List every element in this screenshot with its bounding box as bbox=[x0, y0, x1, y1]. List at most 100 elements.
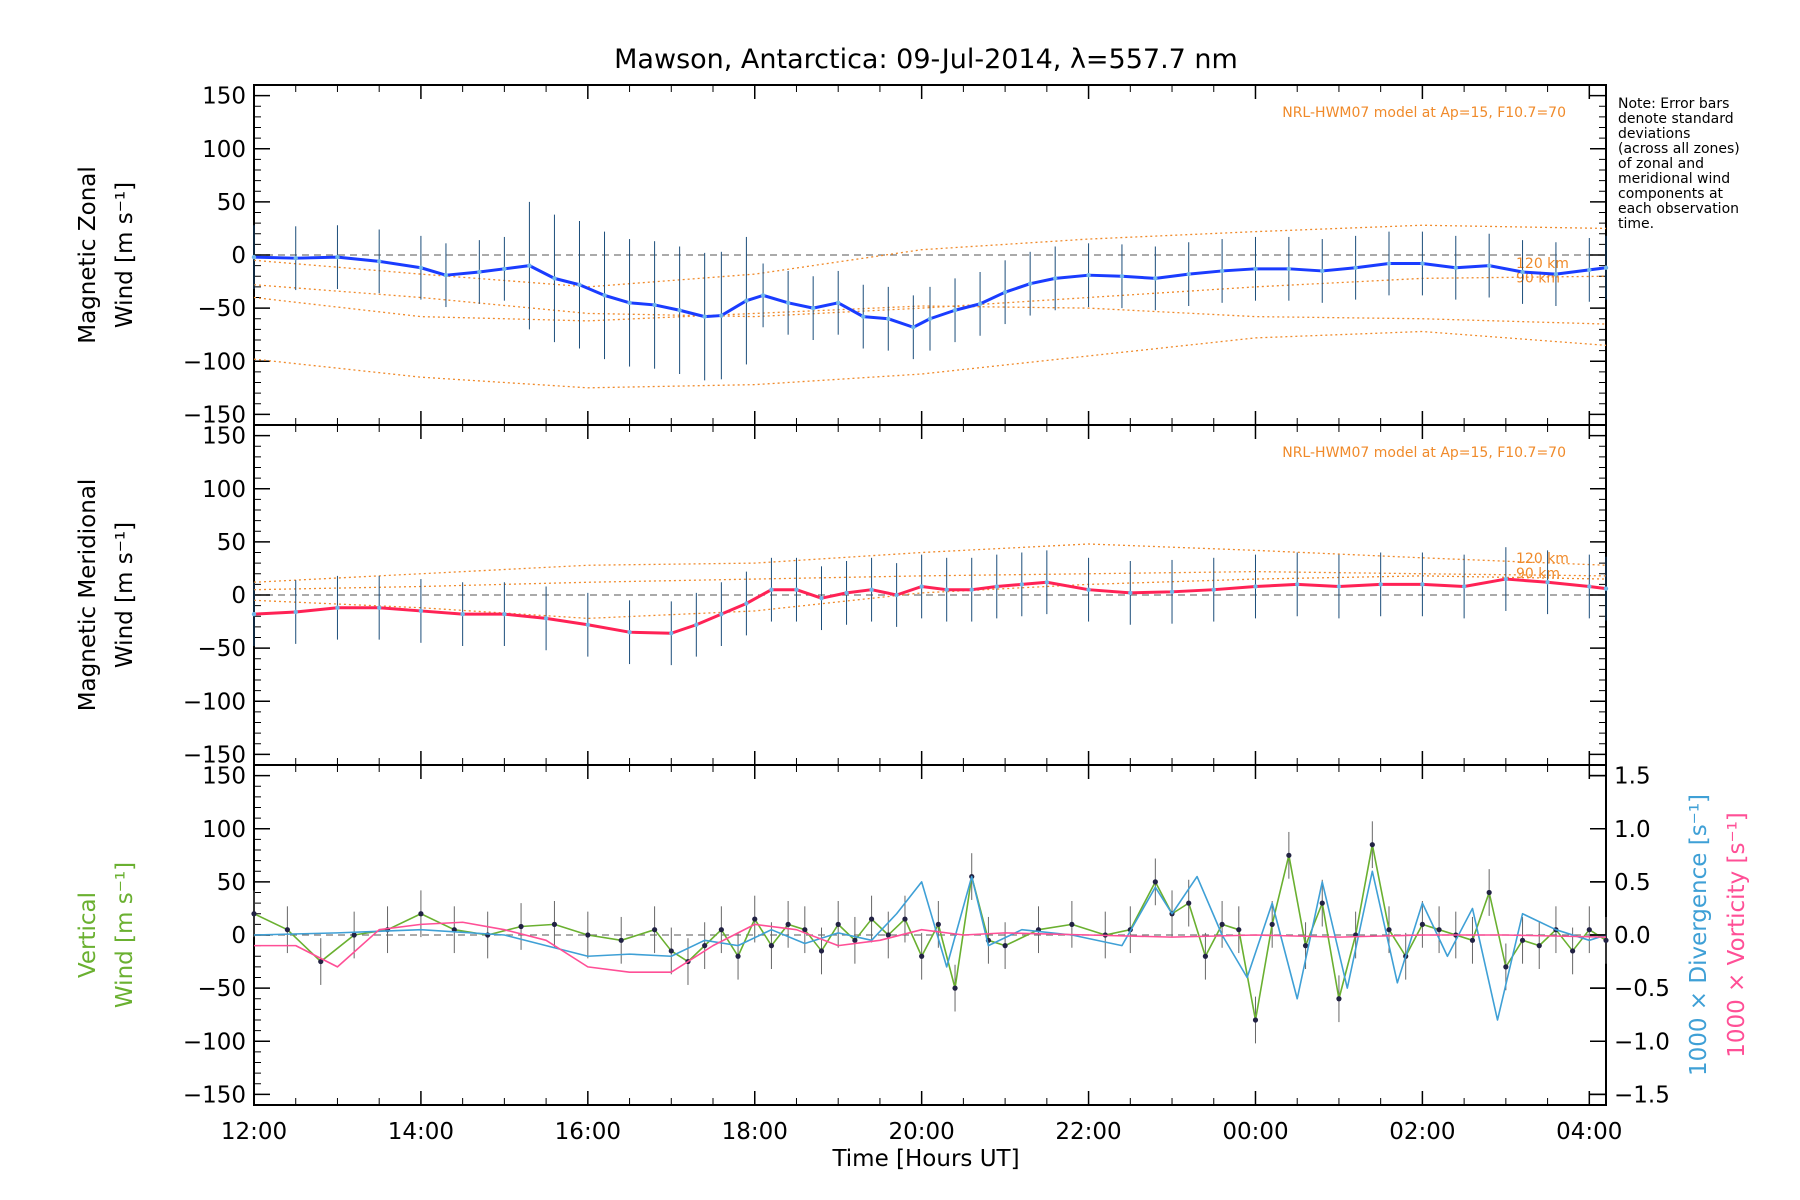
y-tick-label: 0 bbox=[231, 583, 246, 609]
data-point bbox=[1570, 948, 1576, 954]
data-point bbox=[1027, 281, 1033, 286]
data-point bbox=[1052, 276, 1058, 281]
chart-title: Mawson, Antarctica: 09-Jul-2014, λ=557.7… bbox=[614, 44, 1238, 75]
data-point bbox=[769, 587, 774, 592]
data-point bbox=[1186, 271, 1191, 277]
y-axis-label: Magnetic Meridional bbox=[75, 479, 101, 712]
data-point bbox=[694, 622, 699, 627]
data-point bbox=[652, 302, 657, 308]
data-point bbox=[1536, 943, 1542, 949]
series-line bbox=[253, 255, 1607, 329]
data-point bbox=[1486, 263, 1492, 268]
note-line: time. bbox=[1618, 216, 1654, 232]
data-point bbox=[852, 937, 858, 943]
data-point bbox=[1420, 261, 1425, 266]
error-bar-note: Note: Error bars denote standard deviati… bbox=[1618, 96, 1740, 232]
series-meridional-wind bbox=[251, 547, 1609, 666]
data-point bbox=[1436, 927, 1442, 933]
data-point bbox=[902, 916, 908, 922]
data-point bbox=[919, 584, 924, 589]
data-point bbox=[819, 595, 824, 601]
x-tick-label: 12:00 bbox=[221, 1119, 287, 1145]
panel-meridional: 150 100 50 0 −50 −100 −150 NRL-HWM07 model at A… bbox=[75, 424, 1609, 768]
data-point bbox=[618, 937, 624, 943]
y2-tick-label: −0.5 bbox=[1614, 976, 1670, 1002]
y2-tick-label: 0.5 bbox=[1614, 870, 1651, 896]
y-tick-label: −50 bbox=[197, 976, 246, 1002]
x-tick-label: 04:00 bbox=[1556, 1119, 1622, 1145]
data-point bbox=[1603, 265, 1609, 270]
data-point bbox=[1086, 272, 1091, 278]
data-point bbox=[744, 298, 749, 303]
data-point bbox=[752, 916, 758, 922]
data-point bbox=[1587, 584, 1592, 589]
data-point bbox=[1002, 289, 1008, 295]
data-point bbox=[1044, 580, 1050, 585]
y-tick-label: 150 bbox=[202, 764, 246, 790]
data-point bbox=[502, 266, 507, 272]
data-point bbox=[1486, 889, 1492, 896]
data-point bbox=[702, 943, 708, 949]
data-point bbox=[1420, 582, 1425, 587]
x-tick-label: 20:00 bbox=[889, 1119, 955, 1145]
data-point bbox=[1378, 582, 1383, 587]
data-point bbox=[293, 609, 298, 615]
data-point bbox=[1503, 576, 1509, 582]
model-curve bbox=[253, 275, 1607, 318]
y-tick-label: −150 bbox=[183, 402, 246, 428]
data-point bbox=[668, 948, 674, 954]
data-point bbox=[677, 308, 682, 313]
y-axis-label: Magnetic Zonal bbox=[75, 166, 101, 344]
data-point bbox=[335, 605, 340, 610]
data-point bbox=[1286, 266, 1292, 272]
data-point bbox=[1069, 921, 1075, 927]
data-point bbox=[1461, 584, 1467, 589]
data-point bbox=[861, 314, 866, 319]
y-axis-label: Wind [m s⁻¹] bbox=[112, 862, 138, 1008]
data-point bbox=[518, 923, 524, 930]
x-axis-label: Time [Hours UT] bbox=[831, 1146, 1019, 1172]
data-point bbox=[293, 255, 298, 261]
data-point bbox=[1545, 580, 1550, 585]
data-point bbox=[818, 948, 825, 954]
data-point bbox=[1152, 879, 1158, 885]
model-label: NRL-HWM07 model at Ap=15, F10.7=70 bbox=[1282, 445, 1566, 461]
data-point bbox=[1553, 271, 1559, 277]
x-tick-label: 22:00 bbox=[1055, 1119, 1121, 1145]
data-point bbox=[1153, 276, 1158, 281]
note-line: Note: Error bars bbox=[1618, 96, 1729, 112]
data-point bbox=[810, 305, 816, 311]
note-line: (across all zones) bbox=[1618, 141, 1740, 157]
data-point bbox=[1253, 266, 1258, 272]
model-curve bbox=[253, 575, 1607, 620]
data-point bbox=[527, 263, 532, 268]
y-axis-label: Vertical bbox=[75, 892, 101, 978]
data-point bbox=[1369, 842, 1375, 848]
data-point bbox=[919, 953, 925, 959]
note-line: of zonal and bbox=[1618, 156, 1704, 172]
x-tick-label: 14:00 bbox=[388, 1119, 454, 1145]
y2-tick-label: −1.5 bbox=[1614, 1082, 1670, 1108]
panel-vertical: 150 100 50 0 −50 −100 −150 12:00 14:00 16:00 18:00… bbox=[75, 764, 1750, 1145]
note-line: components at bbox=[1618, 186, 1724, 202]
data-point bbox=[718, 927, 724, 933]
model-altitude-label: 120 km bbox=[1516, 256, 1569, 272]
data-point bbox=[585, 622, 591, 627]
data-point bbox=[785, 300, 791, 306]
data-point bbox=[460, 611, 465, 617]
data-point bbox=[1520, 269, 1525, 275]
data-point bbox=[785, 921, 791, 927]
model-curve bbox=[253, 330, 1607, 389]
data-point bbox=[669, 631, 674, 636]
data-point bbox=[1269, 921, 1275, 927]
data-point bbox=[1587, 267, 1592, 273]
note-line: denote standard bbox=[1618, 111, 1734, 127]
y2-axis-label: 1000 × Vorticity [s⁻¹] bbox=[1724, 812, 1750, 1058]
data-point bbox=[585, 932, 591, 938]
data-point bbox=[351, 932, 357, 938]
data-point bbox=[886, 316, 891, 321]
y-tick-label: 100 bbox=[202, 137, 246, 163]
data-point bbox=[768, 943, 775, 949]
data-point bbox=[1603, 586, 1609, 591]
x-tick-label: 02:00 bbox=[1389, 1119, 1455, 1145]
